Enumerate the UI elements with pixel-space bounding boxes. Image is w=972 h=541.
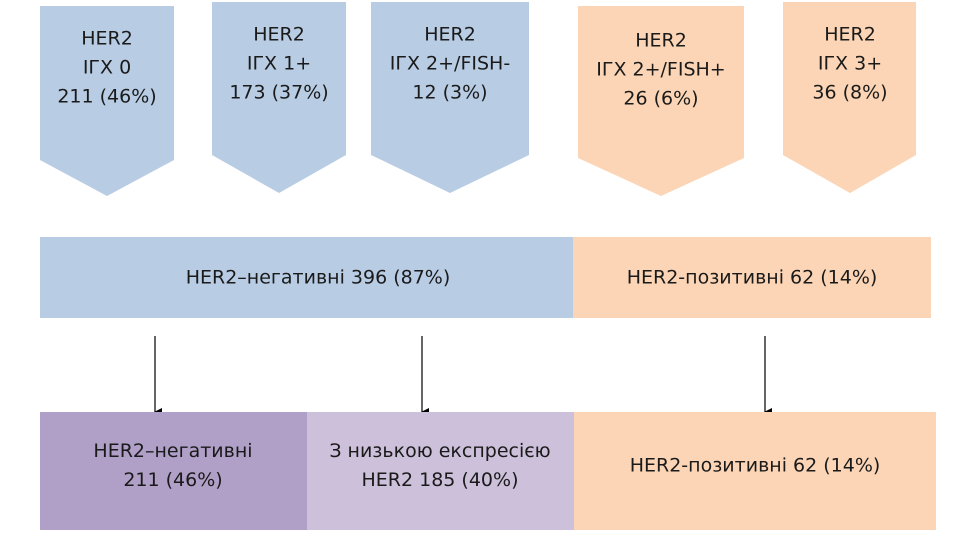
label: 12 (3%) [412, 82, 487, 104]
label: ІГХ 2+/FISH+ [596, 59, 725, 81]
label: HER2 [824, 24, 876, 46]
label: ІГХ 3+ [818, 53, 882, 75]
label: 36 (8%) [812, 82, 887, 104]
bottom-negative [40, 412, 307, 530]
pentagon [578, 6, 744, 196]
label: 211 (46%) [57, 86, 156, 108]
label: 173 (37%) [229, 82, 328, 104]
bottom-positive [574, 412, 936, 530]
bottom-low [307, 412, 574, 530]
label: ІГХ 2+/FISH- [390, 53, 510, 75]
pentagon [783, 2, 916, 193]
label: 211 (46%) [123, 469, 222, 491]
top-shapes [40, 2, 916, 196]
label: ІГХ 0 [83, 57, 131, 79]
label: HER2-позитивні 62 (14%) [627, 267, 878, 289]
middle-negative [40, 237, 573, 318]
label: HER2–негативні [93, 440, 252, 462]
label: HER2 [253, 24, 305, 46]
label: HER2 [81, 28, 133, 50]
label: HER2-позитивні 62 (14%) [630, 455, 881, 477]
middle-positive [573, 237, 931, 318]
label: HER2–негативні 396 (87%) [186, 267, 451, 289]
pentagon [40, 6, 174, 196]
label: 26 (6%) [623, 88, 698, 110]
pentagon [212, 2, 346, 193]
label: HER2 [424, 24, 476, 46]
pentagon [371, 2, 529, 193]
label: HER2 [635, 30, 687, 52]
label: З низькою експресією [329, 440, 550, 462]
label: HER2 185 (40%) [362, 469, 519, 491]
label: ІГХ 1+ [247, 53, 311, 75]
